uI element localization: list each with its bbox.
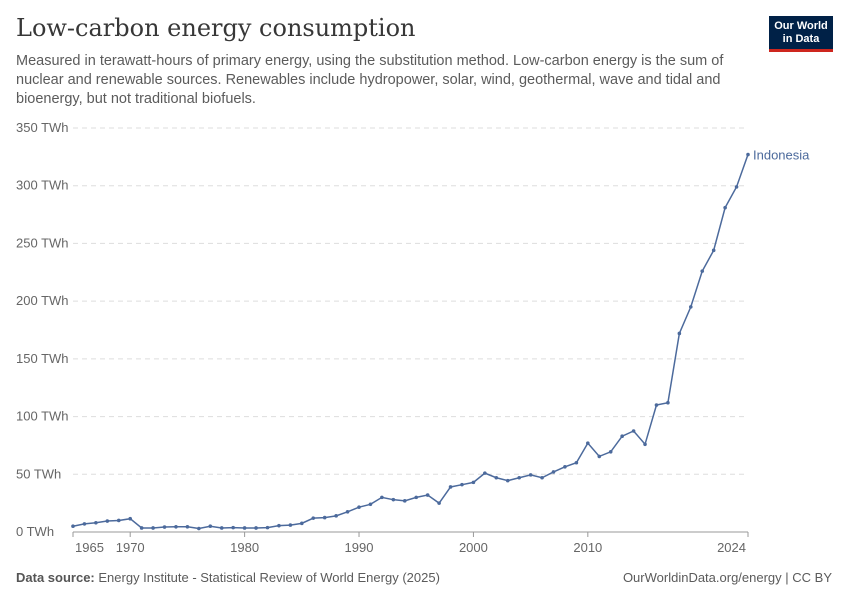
data-point: [471, 480, 476, 485]
data-source: Data source: Energy Institute - Statisti…: [16, 570, 440, 585]
y-tick-label: 300 TWh: [16, 178, 69, 193]
data-point: [277, 523, 281, 528]
chart-title: Low-carbon energy consumption: [16, 14, 416, 42]
data-point: [437, 501, 441, 505]
data-point: [128, 516, 133, 521]
data-point: [368, 502, 373, 507]
data-point: [723, 205, 727, 210]
data-point: [505, 478, 510, 483]
data-point: [574, 460, 579, 465]
owid-logo[interactable]: Our World in Data: [769, 16, 833, 52]
data-point: [425, 493, 430, 497]
data-point: [322, 515, 327, 520]
y-tick-label: 0 TWh: [16, 524, 54, 539]
series-label: Indonesia: [753, 148, 810, 163]
x-tick-label: 1970: [116, 540, 145, 555]
data-point: [620, 434, 624, 438]
data-point: [586, 441, 590, 445]
data-point: [288, 523, 293, 527]
y-tick-label: 250 TWh: [16, 235, 69, 250]
data-point: [688, 305, 693, 309]
data-point: [746, 152, 750, 157]
data-point: [242, 526, 247, 530]
x-tick-label: 2000: [459, 540, 488, 555]
data-point: [448, 485, 453, 489]
data-point: [139, 526, 144, 530]
y-tick-label: 50 TWh: [16, 466, 61, 481]
data-point: [483, 471, 487, 475]
y-tick-label: 200 TWh: [16, 293, 69, 308]
x-tick-label: 2024: [717, 540, 746, 555]
data-point: [711, 248, 716, 253]
data-point: [391, 497, 396, 502]
x-tick-label: 2010: [573, 540, 602, 555]
data-point: [494, 475, 499, 480]
data-point: [357, 505, 361, 509]
data-point: [151, 526, 155, 530]
y-tick-label: 350 TWh: [16, 120, 69, 135]
data-point: [528, 473, 533, 477]
data-point: [677, 331, 682, 336]
data-point: [414, 495, 419, 500]
data-point: [334, 514, 338, 518]
y-tick-label: 100 TWh: [16, 409, 69, 424]
data-point: [643, 442, 647, 447]
y-tick-label: 150 TWh: [16, 351, 69, 366]
credit-link[interactable]: OurWorldinData.org/energy | CC BY: [622, 570, 832, 585]
data-source-label: Data source:: [16, 570, 95, 585]
data-point: [208, 524, 213, 529]
data-point: [94, 520, 98, 525]
data-point: [300, 521, 304, 526]
data-point: [311, 516, 316, 520]
data-point: [666, 400, 670, 405]
data-point: [517, 475, 521, 480]
data-point: [734, 185, 739, 189]
data-point: [654, 403, 659, 407]
data-point: [345, 510, 350, 514]
x-tick-label: 1980: [230, 540, 259, 555]
data-point: [631, 429, 636, 433]
data-point: [597, 454, 602, 459]
data-point: [82, 522, 87, 526]
data-point: [551, 470, 556, 474]
data-point: [185, 525, 190, 529]
data-point: [700, 269, 705, 273]
data-point: [71, 524, 75, 529]
data-point: [162, 525, 167, 529]
data-source-link[interactable]: Energy Institute - Statistical Review of…: [98, 570, 440, 585]
data-point: [608, 449, 613, 454]
data-point: [460, 482, 464, 487]
data-point: [231, 525, 235, 530]
data-point: [105, 519, 110, 523]
series-line-indonesia: [72, 154, 749, 530]
data-point: [174, 525, 178, 529]
x-tick-label: 1965: [75, 540, 104, 555]
data-point: [380, 495, 384, 500]
data-point: [563, 464, 567, 469]
data-point: [265, 525, 270, 530]
data-point: [197, 526, 201, 531]
data-point: [116, 518, 121, 523]
x-tick-label: 1990: [345, 540, 374, 555]
data-point: [402, 499, 407, 503]
chart-subtitle: Measured in terawatt-hours of primary en…: [16, 53, 724, 107]
data-point: [219, 526, 224, 530]
data-point: [540, 475, 544, 480]
data-point: [254, 526, 258, 530]
